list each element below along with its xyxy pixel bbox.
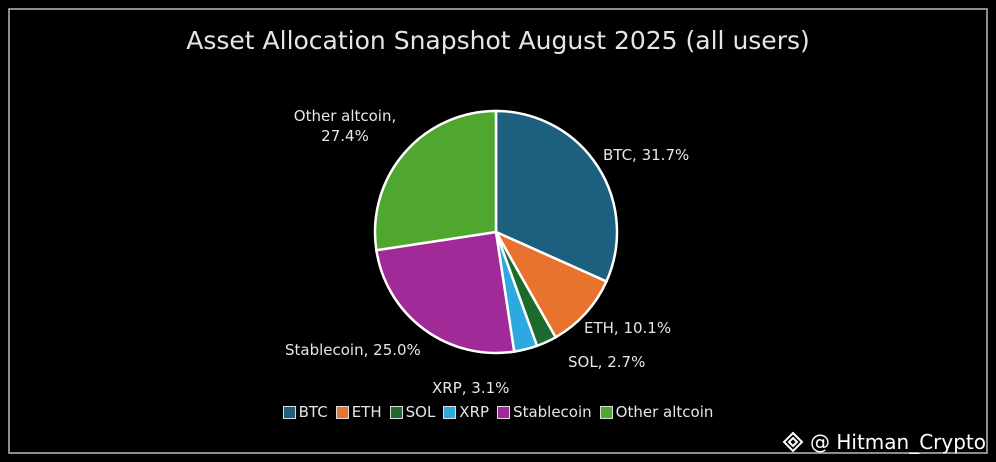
legend: BTC ETH SOL XRP Stablecoin Other altcoin: [0, 403, 996, 421]
legend-item: SOL: [389, 403, 436, 421]
watermark-icon: [782, 431, 804, 453]
data-label: SOL, 2.7%: [568, 353, 646, 371]
data-label: BTC, 31.7%: [603, 146, 690, 164]
legend-swatch: [389, 405, 403, 419]
legend-label: XRP: [459, 403, 490, 421]
legend-label: BTC: [298, 403, 328, 421]
legend-label: ETH: [351, 403, 382, 421]
legend-swatch: [282, 405, 296, 419]
pie-slice: [374, 230, 516, 355]
legend-item: Stablecoin: [497, 403, 592, 421]
pie-slice: [494, 109, 619, 284]
legend-swatch: [335, 405, 349, 419]
legend-label: SOL: [405, 403, 436, 421]
chart-border: [8, 8, 988, 454]
legend-item: XRP: [443, 403, 489, 421]
legend-item: BTC: [282, 403, 328, 421]
data-label: ETH, 10.1%: [584, 319, 672, 337]
legend-item: ETH: [335, 403, 382, 421]
watermark-text: @ Hitman_Crypto: [809, 430, 986, 454]
data-label: XRP, 3.1%: [432, 379, 510, 397]
data-label: Stablecoin, 25.0%: [285, 341, 421, 359]
legend-item: Other altcoin: [599, 403, 714, 421]
legend-swatch: [497, 405, 511, 419]
legend-label: Other altcoin: [615, 403, 714, 421]
chart-title: Asset Allocation Snapshot August 2025 (a…: [186, 26, 810, 55]
watermark: @ Hitman_Crypto: [782, 430, 986, 454]
pie-slice: [493, 229, 609, 339]
pie-slice: [373, 109, 498, 252]
data-label: Other altcoin, 27.4%: [293, 107, 397, 145]
legend-swatch: [599, 405, 613, 419]
legend-label: Stablecoin: [513, 403, 592, 421]
legend-swatch: [443, 405, 457, 419]
